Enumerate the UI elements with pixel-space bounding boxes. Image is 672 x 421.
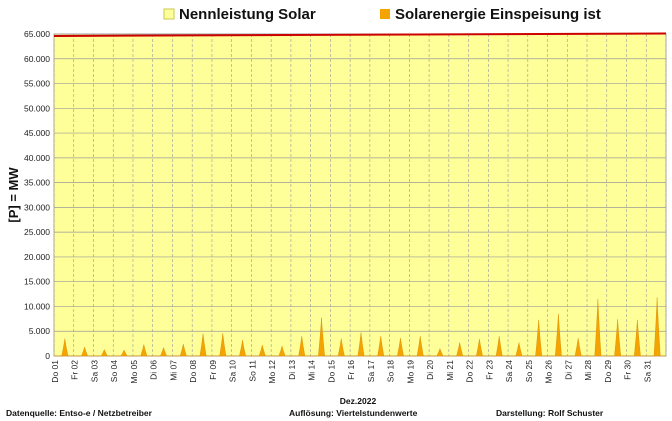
x-tick-label: Sa 24 xyxy=(504,360,514,382)
x-tick-label: Mi 28 xyxy=(583,360,593,381)
y-axis-label: [P] = MW xyxy=(6,167,21,223)
x-tick-label: Do 01 xyxy=(50,360,60,383)
legend-label-einspeisung: Solarenergie Einspeisung ist xyxy=(395,6,601,23)
x-tick-label: Sa 03 xyxy=(89,360,99,382)
footer-resolution: Auflösung: Viertelstundenwerte xyxy=(289,408,418,418)
y-tick-label: 40.000 xyxy=(24,153,50,163)
x-tick-label: Fr 02 xyxy=(70,360,80,380)
legend-swatch-einspeisung xyxy=(380,9,390,19)
x-tick-label: So 25 xyxy=(524,360,534,382)
x-tick-label: Sa 17 xyxy=(366,360,376,382)
x-tick-label: Fr 23 xyxy=(484,360,494,380)
legend-label-nennleistung: Nennleistung Solar xyxy=(179,6,316,23)
x-tick-label: Mo 19 xyxy=(405,360,415,384)
x-tick-label: Di 27 xyxy=(563,360,573,380)
y-tick-label: 45.000 xyxy=(24,128,50,138)
x-axis-label: Dez.2022 xyxy=(340,396,377,406)
y-axis-ticks: 0 5.000 10.000 15.000 20.000 25.000 30.000 35.0… xyxy=(24,29,50,361)
y-tick-label: 60.000 xyxy=(24,54,50,64)
x-tick-label: Di 20 xyxy=(425,360,435,380)
legend: Nennleistung Solar Solarenergie Einspeis… xyxy=(163,6,601,23)
nennleistung-line-path xyxy=(53,32,667,37)
y-tick-label: 0 xyxy=(45,351,50,361)
x-tick-label: Do 08 xyxy=(188,360,198,383)
x-axis-ticks: Do 01 Fr 02 Sa 03 So 04 Mo 05 Di 06 Mi 07 Do 08… xyxy=(50,360,652,384)
y-tick-label: 25.000 xyxy=(24,227,50,237)
plot-area xyxy=(53,33,667,357)
y-tick-label: 30.000 xyxy=(24,202,50,212)
x-tick-label: Mo 05 xyxy=(129,360,139,384)
x-gridlines xyxy=(53,34,667,356)
x-tick-label: Sa 10 xyxy=(228,360,238,382)
y-tick-label: 65.000 xyxy=(24,29,50,39)
x-tick-label: Fr 30 xyxy=(623,360,633,380)
x-tick-label: Mi 21 xyxy=(445,360,455,381)
x-tick-label: Mo 26 xyxy=(544,360,554,384)
footer-author: Darstellung: Rolf Schuster xyxy=(496,408,604,418)
einspeisung-area-path xyxy=(54,297,666,357)
x-tick-label: Do 15 xyxy=(326,360,336,383)
legend-swatch-nennleistung xyxy=(163,8,175,20)
y-tick-label: 35.000 xyxy=(24,178,50,188)
y-tick-label: 15.000 xyxy=(24,277,50,287)
y-tick-label: 55.000 xyxy=(24,79,50,89)
y-tick-label: 5.000 xyxy=(29,326,51,336)
x-tick-label: Fr 09 xyxy=(208,360,218,380)
x-tick-label: Mo 12 xyxy=(267,360,277,384)
nennleistung-line xyxy=(53,32,667,37)
x-tick-label: Mi 14 xyxy=(307,360,317,381)
y-tick-label: 10.000 xyxy=(24,301,50,311)
x-tick-label: Sa 31 xyxy=(642,360,652,382)
x-tick-label: Di 06 xyxy=(149,360,159,380)
x-tick-label: Fr 16 xyxy=(346,360,356,380)
x-tick-label: So 04 xyxy=(109,360,119,382)
x-tick-label: So 18 xyxy=(386,360,396,382)
x-tick-label: Do 22 xyxy=(465,360,475,383)
footer-source: Datenquelle: Entso-e / Netzbetreiber xyxy=(6,408,153,418)
x-tick-label: So 11 xyxy=(247,360,257,382)
x-tick-label: Do 29 xyxy=(603,360,613,383)
x-tick-label: Di 13 xyxy=(287,360,297,380)
y-tick-label: 20.000 xyxy=(24,252,50,262)
einspeisung-area xyxy=(54,297,666,357)
y-tick-label: 50.000 xyxy=(24,103,50,113)
x-tick-label: Mi 07 xyxy=(168,360,178,381)
